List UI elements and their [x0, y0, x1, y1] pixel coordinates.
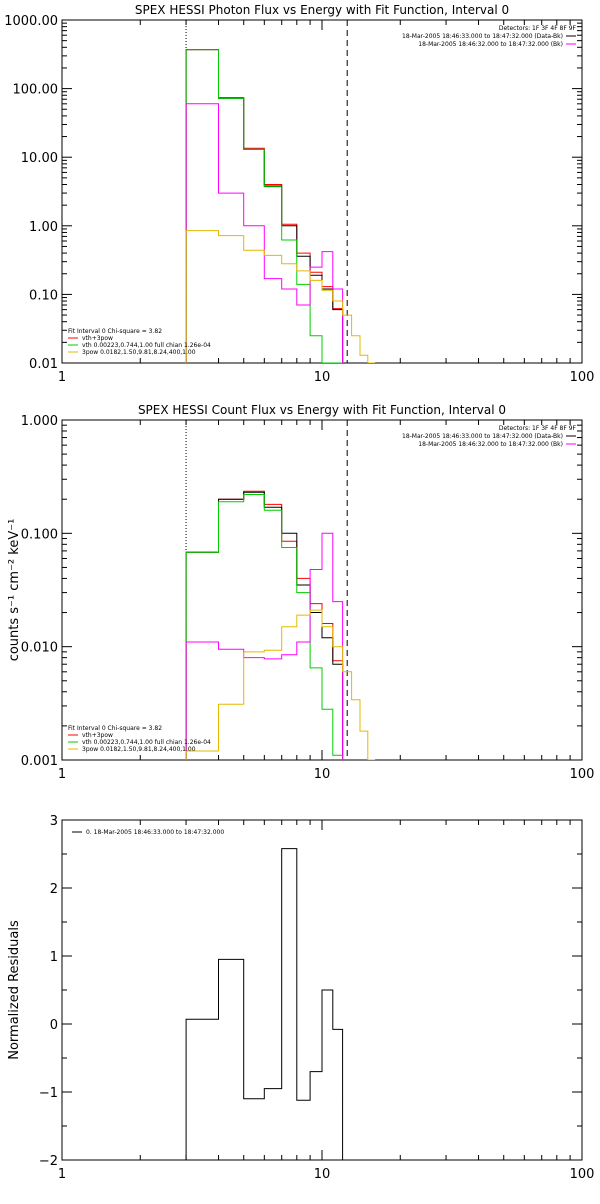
legend-entry: 18-Mar-2005 18:46:33.000 to 18:47:32.000…	[402, 433, 563, 440]
y-tick-label: 1.00	[29, 220, 58, 235]
series-thermal-line	[185, 49, 343, 363]
x-tick-label: 100	[570, 767, 595, 782]
x-tick-label: 10	[314, 1167, 331, 1182]
chart-title: SPEX HESSI Photon Flux vs Energy with Fi…	[135, 3, 509, 17]
y-tick-label: −2	[39, 1154, 58, 1169]
fit-legend-entry: 3pow 0.0182,1.50,9.81,8.24,400,1.00	[82, 746, 196, 753]
y-tick-label: 3	[50, 814, 58, 829]
y-tick-label: 0.010	[21, 641, 58, 656]
x-tick-label: 1	[58, 767, 66, 782]
legend-entry: 18-Mar-2005 18:46:32.000 to 18:47:32.000…	[418, 41, 563, 48]
y-tick-label: 0.01	[29, 357, 58, 372]
fit-legend-entry: vth+3pow	[82, 732, 113, 739]
chart-1: SPEX HESSI Count Flux vs Energy with Fit…	[7, 403, 594, 782]
series-group	[185, 49, 376, 363]
series-data-line	[185, 49, 344, 363]
legend-entry: 18-Mar-2005 18:46:33.000 to 18:47:32.000…	[402, 33, 563, 40]
y-tick-label: 0	[50, 1018, 58, 1033]
y-tick-label: 100.00	[13, 83, 59, 98]
fit-legend-entry: vth 0.00223,0.744,1.00 full chian 1.26e-…	[82, 739, 211, 746]
series-power-line	[185, 230, 376, 363]
chart-title: SPEX HESSI Count Flux vs Energy with Fit…	[138, 403, 506, 417]
series-background-line	[185, 532, 344, 760]
x-tick-label: 10	[314, 370, 331, 385]
plot-frame	[61, 19, 583, 364]
y-tick-label: −1	[39, 1086, 58, 1101]
x-tick-label: 100	[570, 1167, 595, 1182]
y-tick-label: 1000.00	[4, 14, 58, 29]
series-thermal-line	[185, 494, 344, 760]
y-tick-label: 2	[50, 882, 58, 897]
y-tick-label: 0.10	[29, 288, 58, 303]
series-total-line	[185, 49, 344, 363]
fit-legend-entry: 3pow 0.0182,1.50,9.81,8.24,400,1.00	[82, 349, 196, 356]
series-background-line	[185, 103, 344, 363]
legend-header: Detectors: 1F 3F 4F 8F 9F	[499, 25, 577, 32]
legend-header: Detectors: 1F 3F 4F 8F 9F	[499, 425, 577, 432]
series-data-line	[185, 491, 344, 760]
fit-header: Fit Interval 0 Chi-square = 3.82	[68, 328, 162, 335]
chart-2: Normalized Residuals 1 10 100 −2 −1 0 1 2 3 0. 18-…	[7, 814, 594, 1182]
series-total-line	[185, 490, 344, 760]
y-tick-label: 1	[50, 950, 58, 965]
y-tick-label: 1.000	[21, 414, 58, 429]
series-power-line	[185, 609, 376, 760]
y-axis-label: Normalized Residuals	[7, 920, 22, 1060]
x-tick-label: 100	[570, 370, 595, 385]
x-tick-label: 1	[58, 370, 66, 385]
fit-legend-entry: vth 0.00223,0.744,1.00 full chian 1.26e-…	[82, 342, 211, 349]
x-tick-label: 1	[58, 1167, 66, 1182]
y-tick-label: 0.100	[21, 527, 58, 542]
x-tick-label: 10	[314, 767, 331, 782]
chart-0: SPEX HESSI Photon Flux vs Energy with Fi…	[4, 3, 594, 385]
legend-entry: 0. 18-Mar-2005 18:46:33.000 to 18:47:32.…	[86, 829, 224, 836]
y-tick-label: 0.001	[21, 754, 58, 769]
series-residuals-line	[185, 848, 344, 1160]
legend-entry: 18-Mar-2005 18:46:32.000 to 18:47:32.000…	[418, 441, 563, 448]
y-tick-label: 10.00	[21, 151, 58, 166]
y-axis-label: counts s⁻¹ cm⁻² keV⁻¹	[7, 519, 22, 662]
fit-header: Fit Interval 0 Chi-square = 3.82	[68, 725, 162, 732]
fit-legend-entry: vth+3pow	[82, 335, 113, 342]
series-group	[185, 490, 376, 760]
series-group	[185, 848, 344, 1160]
